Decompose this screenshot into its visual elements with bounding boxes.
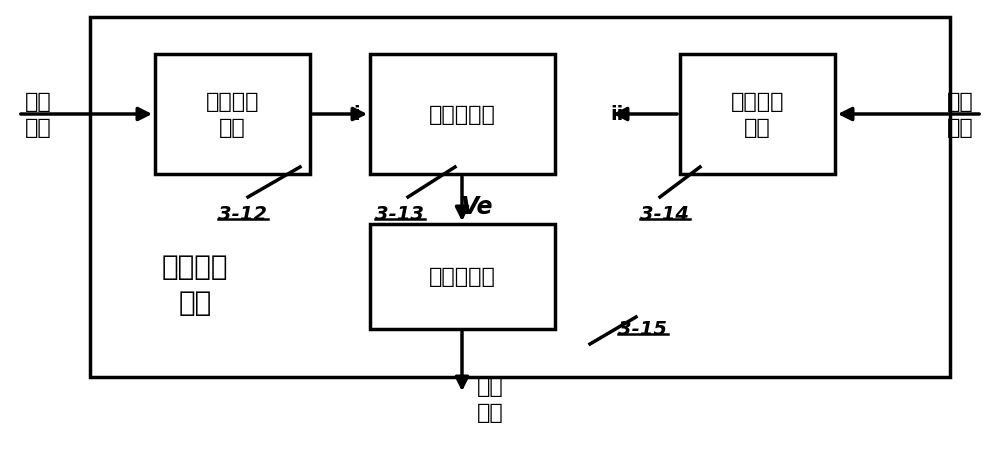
Text: 3-12: 3-12 — [218, 205, 267, 224]
Text: Ve: Ve — [460, 194, 492, 219]
Text: 3-15: 3-15 — [618, 319, 667, 338]
Bar — [90, 18, 950, 377]
Text: 第六电滤
波器: 第六电滤 波器 — [731, 92, 784, 138]
Text: 输出
信号: 输出 信号 — [477, 377, 503, 422]
Text: 相位补偿
单元: 相位补偿 单元 — [162, 253, 228, 316]
Text: 第五电滤
波器: 第五电滤 波器 — [206, 92, 259, 138]
Text: i: i — [353, 105, 360, 124]
Text: 3-14: 3-14 — [640, 205, 689, 224]
Bar — [680, 55, 835, 175]
Text: 压控振荡器: 压控振荡器 — [429, 267, 496, 287]
Bar — [155, 55, 310, 175]
Text: ii: ii — [610, 105, 623, 124]
Bar — [370, 225, 555, 329]
Text: 3-13: 3-13 — [375, 205, 424, 224]
Text: 伺服控制器: 伺服控制器 — [429, 105, 496, 125]
Text: 输入
信号: 输入 信号 — [947, 92, 973, 138]
Text: 输入
信号: 输入 信号 — [25, 92, 51, 138]
Bar — [370, 55, 555, 175]
